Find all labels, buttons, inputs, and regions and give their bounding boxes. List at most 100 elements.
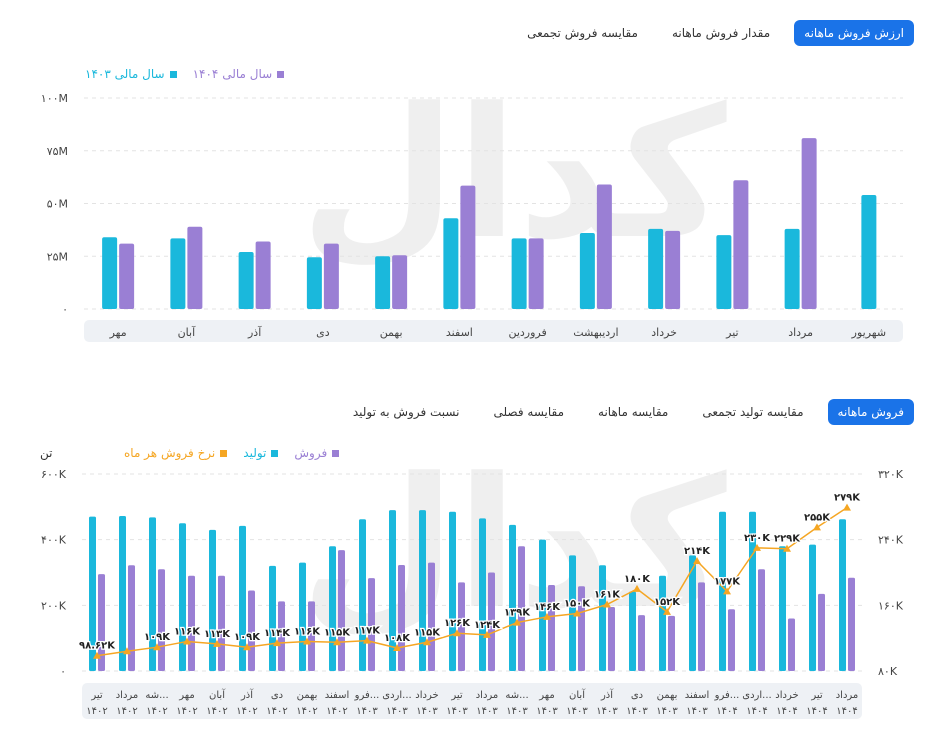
bar-sales xyxy=(578,586,585,671)
bar-production xyxy=(119,516,126,671)
rate-point xyxy=(663,607,671,615)
bar xyxy=(306,257,322,309)
bar xyxy=(861,195,877,309)
legend-item-1403[interactable]: سال مالی ۱۴۰۳ xyxy=(85,67,177,81)
rate-data-label: ۲۳۰K xyxy=(744,533,771,544)
x-tick-label-month: آبان xyxy=(209,688,226,701)
bar xyxy=(443,218,459,309)
tab-cumulative-sales[interactable]: مقایسه فروش تجمعی xyxy=(527,26,638,40)
bar xyxy=(784,228,800,309)
x-tick-label-month: شه... xyxy=(145,690,168,701)
bar-sales xyxy=(698,582,705,671)
x-tick-label-month: تیر xyxy=(450,690,463,701)
bar-sales xyxy=(458,582,465,671)
bar-sales xyxy=(158,569,165,671)
rate-point xyxy=(723,587,731,595)
x-tick-label-month: اردی... xyxy=(742,690,771,701)
rate-data-label: ۱۰۹K xyxy=(234,632,261,643)
rate-point xyxy=(93,651,101,659)
rate-point xyxy=(333,638,341,646)
rate-data-label: ۲۲۹K xyxy=(774,534,801,545)
legend-swatch xyxy=(332,449,340,457)
legend-label: سال مالی ۱۴۰۴ xyxy=(192,67,273,81)
x-tick-label-year: ۱۴۰۳ xyxy=(536,706,558,717)
bar-production xyxy=(629,591,636,671)
x-tick-label: آبان xyxy=(178,325,196,339)
rate-point xyxy=(483,630,491,638)
bar-production xyxy=(389,510,396,671)
tab-sales-quantity[interactable]: مقدار فروش ماهانه xyxy=(671,26,771,40)
bar xyxy=(528,238,544,309)
legend-item-1404[interactable]: سال مالی ۱۴۰۴ xyxy=(193,67,285,81)
bar xyxy=(187,226,203,309)
bar xyxy=(733,180,749,309)
rate-data-label: ۲۱۴K xyxy=(684,546,711,557)
bar-production xyxy=(419,510,426,671)
bar-production xyxy=(89,516,96,671)
rate-data-label: ۱۴۶K xyxy=(534,602,561,613)
x-tick-label-year: ۱۴۰۳ xyxy=(506,706,528,717)
x-tick-label-year: ۱۴۰۲ xyxy=(326,706,347,717)
y-right-tick-label: ۲۴۰K xyxy=(878,534,904,547)
rate-point xyxy=(603,600,611,608)
x-tick-label-year: ۱۴۰۲ xyxy=(206,706,227,717)
bar-sales xyxy=(188,575,195,671)
bar xyxy=(665,230,681,309)
rate-data-label: ۱۰۹K xyxy=(144,632,171,643)
tab-seasonal-comparison[interactable]: مقایسه فصلی xyxy=(493,405,565,419)
bottom-chart-legend: فروش تولید نرخ فروش هر ماه xyxy=(124,446,340,460)
rate-data-label: ۱۱۵K xyxy=(324,627,351,638)
tab-sales-to-production[interactable]: نسبت فروش به تولید xyxy=(352,405,460,419)
x-tick-label-year: ۱۴۰۴ xyxy=(746,706,767,717)
rate-data-label: ۱۸۰K xyxy=(624,574,651,585)
bar-sales xyxy=(818,593,825,671)
bar-production xyxy=(779,546,786,671)
legend-item-sales[interactable]: فروش xyxy=(294,446,340,460)
monthly-sales-value-chart: ۰ ۲۵M ۵۰M ۷۵M ۱۰۰M مهر آبان آذر دی بهمن اسفند فرورد… xyxy=(41,92,903,342)
y-tick-label: ۰ xyxy=(62,303,68,316)
bar-sales xyxy=(218,575,225,671)
legend-item-rate[interactable]: نرخ فروش هر ماه xyxy=(124,446,228,460)
bar-production xyxy=(599,565,606,671)
x-tick-label-year: ۱۴۰۴ xyxy=(776,706,797,717)
bar xyxy=(323,243,339,309)
bar-sales xyxy=(308,601,315,671)
x-tick-label: تیر xyxy=(725,326,738,339)
tab-cumulative-production[interactable]: مقایسه تولید تجمعی xyxy=(702,405,804,419)
rate-point xyxy=(783,544,791,552)
x-tick-label-month: مهر xyxy=(538,690,554,701)
rate-point xyxy=(393,644,401,652)
x-tick-label-year: ۱۴۰۳ xyxy=(386,706,408,717)
x-axis-band xyxy=(82,683,862,719)
bar xyxy=(596,184,612,309)
rate-data-label: ۱۱۶K xyxy=(174,626,201,637)
rate-data-label: ۱۰۸K xyxy=(384,633,411,644)
tab-sales-value[interactable]: ارزش فروش ماهانه xyxy=(794,20,914,46)
bar-sales xyxy=(548,584,555,671)
x-tick-label-year: ۱۴۰۳ xyxy=(566,706,588,717)
x-tick-label-month: خرداد xyxy=(775,690,798,701)
x-tick-label-month: آذر xyxy=(600,688,614,701)
tab-monthly-sales[interactable]: فروش ماهانه xyxy=(827,399,914,425)
top-chart-legend: سال مالی ۱۴۰۴ سال مالی ۱۴۰۳ xyxy=(85,67,285,81)
bar-production xyxy=(239,525,246,671)
rate-point xyxy=(633,584,641,592)
legend-swatch xyxy=(271,449,279,457)
rate-data-label: ۱۱۷K xyxy=(354,626,381,637)
rate-data-label: ۱۳۹K xyxy=(504,608,531,619)
x-tick-label-year: ۱۴۰۳ xyxy=(686,706,708,717)
tab-monthly-comparison[interactable]: مقایسه ماهانه xyxy=(598,405,669,419)
rate-point xyxy=(123,647,131,655)
bar-sales xyxy=(638,615,645,671)
y-tick-label: ۷۵M xyxy=(47,145,68,158)
bar-sales xyxy=(98,574,105,671)
bottom-chart-tabs: فروش ماهانه مقایسه تولید تجمعی مقایسه ما… xyxy=(343,399,914,425)
bar xyxy=(102,237,118,309)
y-left-tick-label: ۴۰۰K xyxy=(41,534,67,547)
legend-item-production[interactable]: تولید xyxy=(243,446,279,460)
bar-production xyxy=(299,562,306,671)
x-tick-label-month: تیر xyxy=(90,690,103,701)
x-tick-label-month: اسفند xyxy=(325,690,349,701)
x-tick-label-year: ۱۴۰۴ xyxy=(836,706,857,717)
bar-sales xyxy=(248,590,255,671)
